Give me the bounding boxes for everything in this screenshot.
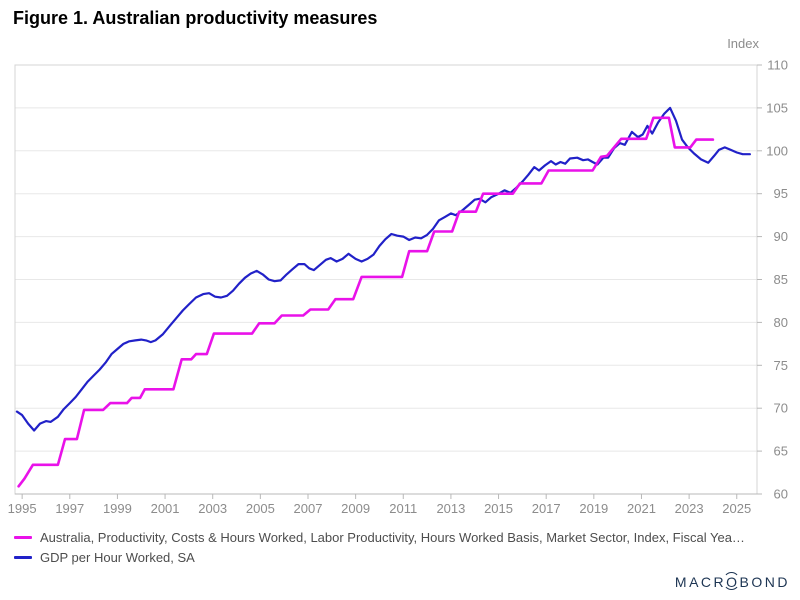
x-tick-label-2001: 2001	[151, 501, 180, 516]
logo-text: BOND	[739, 574, 790, 590]
x-tick-label-2003: 2003	[198, 501, 227, 516]
x-tick-label-2013: 2013	[436, 501, 465, 516]
y-tick-label-110: 110	[767, 58, 788, 73]
y-tick-label-75: 75	[774, 358, 788, 373]
x-tick-label-2023: 2023	[675, 501, 704, 516]
x-tick-label-2009: 2009	[341, 501, 370, 516]
y-tick-label-95: 95	[774, 186, 788, 201]
legend-marker-productivity-icon	[14, 535, 32, 539]
legend-item-productivity: Australia, Productivity, Costs & Hours W…	[14, 527, 774, 547]
x-tick-label-2017: 2017	[532, 501, 561, 516]
legend-label-productivity: Australia, Productivity, Costs & Hours W…	[40, 529, 745, 545]
y-tick-label-90: 90	[774, 229, 788, 244]
y-tick-label-80: 80	[774, 315, 788, 330]
x-tick-label-2019: 2019	[579, 501, 608, 516]
page-title: Figure 1. Australian productivity measur…	[13, 8, 378, 28]
series-line-productivity	[17, 116, 715, 488]
legend: Australia, Productivity, Costs & Hours W…	[14, 527, 774, 567]
x-tick-label-2011: 2011	[389, 501, 417, 516]
x-tick-label-2015: 2015	[484, 501, 513, 516]
y-tick-label-65: 65	[774, 444, 788, 459]
logo-o-circle-icon: O	[723, 571, 741, 590]
y-axis-title: Index	[727, 36, 759, 51]
x-tick-label-2007: 2007	[294, 501, 323, 516]
legend-label-gdp: GDP per Hour Worked, SA	[40, 549, 195, 565]
y-tick-label-85: 85	[774, 272, 788, 287]
legend-marker-gdp-icon	[14, 555, 32, 559]
x-tick-label-1999: 1999	[103, 501, 132, 516]
x-tick-label-2025: 2025	[722, 501, 751, 516]
y-tick-label-105: 105	[766, 100, 788, 115]
y-tick-label-70: 70	[774, 401, 788, 416]
x-tick-label-1997: 1997	[55, 501, 84, 516]
x-tick-label-2021: 2021	[627, 501, 656, 516]
y-tick-label-60: 60	[774, 487, 788, 502]
series-line-gdp	[15, 106, 752, 432]
x-tick-label-2005: 2005	[246, 501, 275, 516]
x-tick-label-1995: 1995	[8, 501, 37, 516]
macrobond-logo: MACROBOND	[674, 571, 790, 590]
logo-text: MACR	[674, 574, 727, 590]
y-tick-label-100: 100	[766, 143, 788, 158]
legend-item-gdp: GDP per Hour Worked, SA	[14, 547, 774, 567]
